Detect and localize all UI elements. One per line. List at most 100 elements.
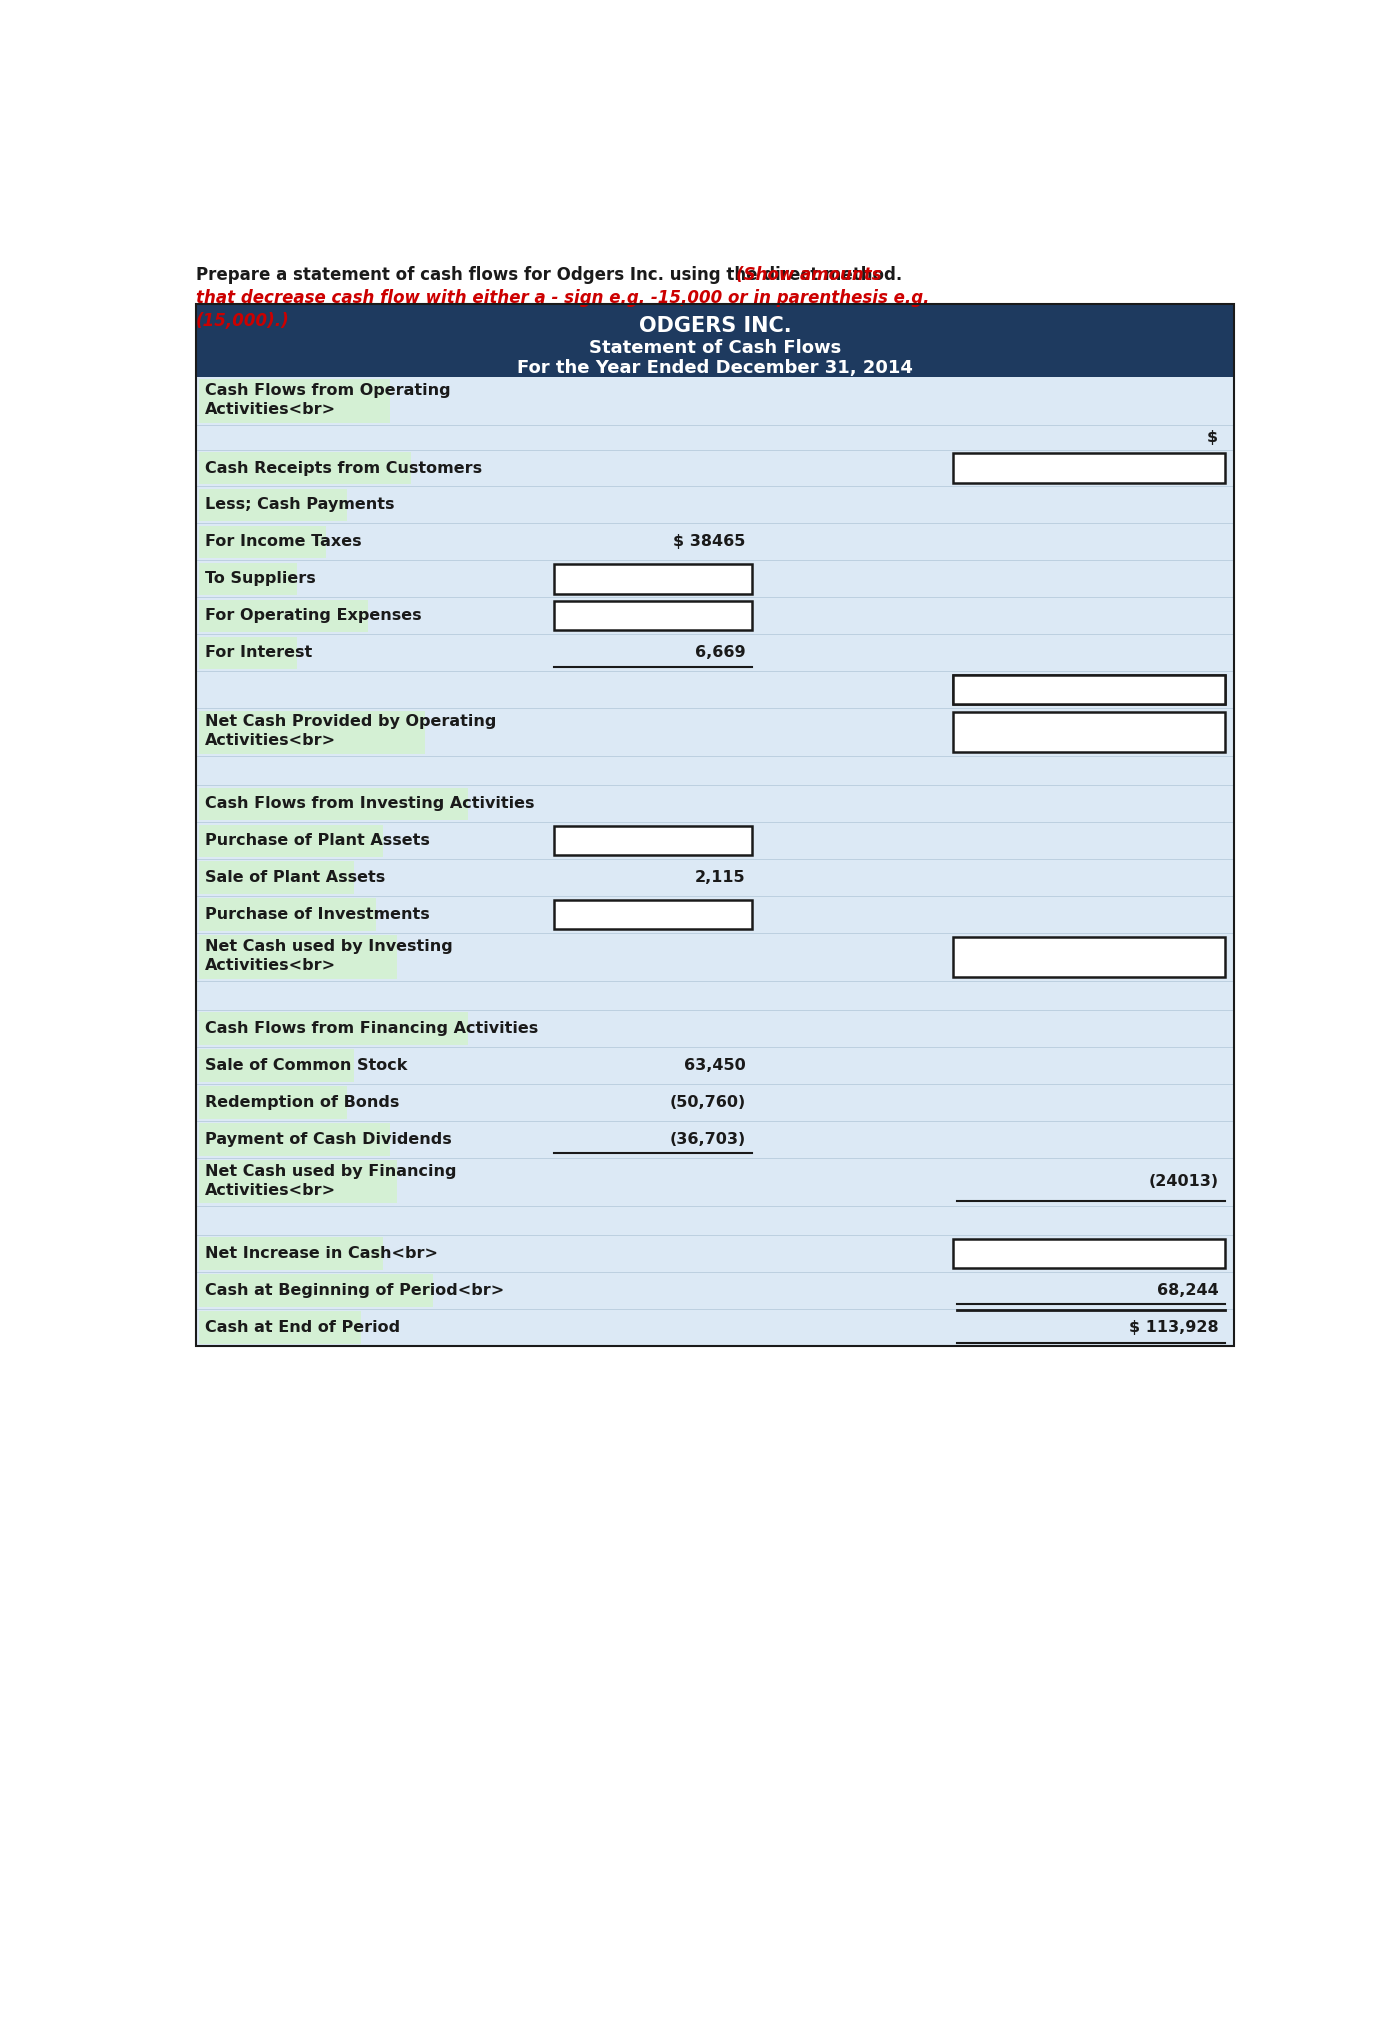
Text: Less; Cash Payments: Less; Cash Payments (205, 497, 395, 513)
Bar (199, 935, 398, 978)
Bar (197, 303, 1233, 1345)
Text: ODGERS INC.: ODGERS INC. (639, 315, 791, 335)
Text: Net Cash Provided by Operating: Net Cash Provided by Operating (205, 715, 497, 729)
Bar (199, 1087, 347, 1119)
Bar (197, 709, 1233, 755)
Bar (199, 489, 347, 521)
Bar (199, 899, 375, 931)
Bar (953, 452, 1225, 483)
Text: Sale of Common Stock: Sale of Common Stock (205, 1058, 407, 1073)
Bar (199, 824, 382, 856)
Text: Cash Flows from Operating: Cash Flows from Operating (205, 384, 451, 398)
Text: 63,450: 63,450 (684, 1058, 745, 1073)
Text: Prepare a statement of cash flows for Odgers Inc. using the direct method.: Prepare a statement of cash flows for Od… (197, 265, 908, 283)
Bar (197, 303, 1233, 378)
Bar (197, 822, 1233, 858)
Bar (197, 634, 1233, 671)
Text: (Show amounts: (Show amounts (737, 265, 882, 283)
Bar (199, 1311, 361, 1343)
Bar (197, 487, 1233, 523)
Bar (197, 1234, 1233, 1273)
Bar (554, 564, 752, 594)
Text: To Suppliers: To Suppliers (205, 572, 317, 586)
Text: Activities<br>: Activities<br> (205, 957, 336, 974)
Bar (554, 826, 752, 854)
Bar (554, 901, 752, 929)
Bar (953, 1238, 1225, 1269)
Bar (199, 600, 368, 632)
Bar (197, 933, 1233, 982)
Bar (197, 378, 1233, 424)
Text: Cash Flows from Investing Activities: Cash Flows from Investing Activities (205, 796, 534, 812)
Bar (197, 598, 1233, 634)
Text: Statement of Cash Flows: Statement of Cash Flows (589, 339, 841, 358)
Bar (197, 671, 1233, 709)
Text: 6,669: 6,669 (695, 644, 745, 661)
Bar (199, 1275, 432, 1307)
Text: $: $ (1207, 430, 1218, 444)
Bar (197, 858, 1233, 897)
Bar (199, 452, 412, 485)
Bar (197, 450, 1233, 487)
Bar (199, 1012, 469, 1044)
Bar (197, 1206, 1233, 1234)
Bar (199, 788, 469, 820)
Text: (36,703): (36,703) (670, 1131, 745, 1147)
Bar (199, 564, 297, 596)
Text: 2,115: 2,115 (695, 871, 745, 885)
Bar (953, 675, 1225, 705)
Bar (197, 560, 1233, 598)
Bar (197, 1157, 1233, 1206)
Bar (953, 937, 1225, 978)
Bar (199, 636, 297, 669)
Text: Net Increase in Cash<br>: Net Increase in Cash<br> (205, 1246, 438, 1260)
Bar (199, 1123, 389, 1155)
Text: Purchase of Plant Assets: Purchase of Plant Assets (205, 832, 430, 848)
Text: Activities<br>: Activities<br> (205, 402, 336, 416)
Bar (199, 1159, 398, 1204)
Text: Payment of Cash Dividends: Payment of Cash Dividends (205, 1131, 452, 1147)
Bar (197, 424, 1233, 450)
Text: Net Cash used by Investing: Net Cash used by Investing (205, 939, 453, 953)
Text: For the Year Ended December 31, 2014: For the Year Ended December 31, 2014 (518, 360, 912, 378)
Bar (199, 525, 325, 558)
Bar (199, 1048, 354, 1081)
Text: Sale of Plant Assets: Sale of Plant Assets (205, 871, 385, 885)
Text: Redemption of Bonds: Redemption of Bonds (205, 1095, 400, 1111)
Text: Activities<br>: Activities<br> (205, 733, 336, 747)
Text: Cash at End of Period: Cash at End of Period (205, 1319, 400, 1335)
Text: that decrease cash flow with either a - sign e.g. -15,000 or in parenthesis e.g.: that decrease cash flow with either a - … (197, 289, 929, 307)
Bar (199, 1236, 382, 1271)
Bar (197, 1010, 1233, 1046)
Bar (953, 713, 1225, 751)
Text: Purchase of Investments: Purchase of Investments (205, 907, 430, 921)
Text: (24013): (24013) (1148, 1174, 1218, 1190)
Bar (953, 675, 1225, 705)
Text: Activities<br>: Activities<br> (205, 1182, 336, 1198)
Bar (554, 602, 752, 630)
Bar (197, 755, 1233, 786)
Bar (197, 1085, 1233, 1121)
Text: (15,000).): (15,000).) (197, 311, 290, 329)
Text: (50,760): (50,760) (670, 1095, 745, 1111)
Text: Cash Flows from Financing Activities: Cash Flows from Financing Activities (205, 1020, 538, 1036)
Text: $ 113,928: $ 113,928 (1129, 1319, 1218, 1335)
Bar (197, 982, 1233, 1010)
Bar (197, 897, 1233, 933)
Text: Cash Receipts from Customers: Cash Receipts from Customers (205, 461, 483, 475)
Bar (199, 711, 425, 753)
Text: 68,244: 68,244 (1156, 1283, 1218, 1299)
Text: For Income Taxes: For Income Taxes (205, 535, 361, 549)
Bar (199, 380, 389, 422)
Bar (197, 1273, 1233, 1309)
Text: Net Cash used by Financing: Net Cash used by Financing (205, 1164, 458, 1180)
Text: Cash at Beginning of Period<br>: Cash at Beginning of Period<br> (205, 1283, 505, 1299)
Text: For Interest: For Interest (205, 644, 312, 661)
Bar (197, 1121, 1233, 1157)
Text: $ 38465: $ 38465 (674, 535, 745, 549)
Bar (197, 523, 1233, 560)
Bar (199, 861, 354, 893)
Text: For Operating Expenses: For Operating Expenses (205, 608, 423, 624)
Bar (197, 786, 1233, 822)
Bar (197, 1046, 1233, 1085)
